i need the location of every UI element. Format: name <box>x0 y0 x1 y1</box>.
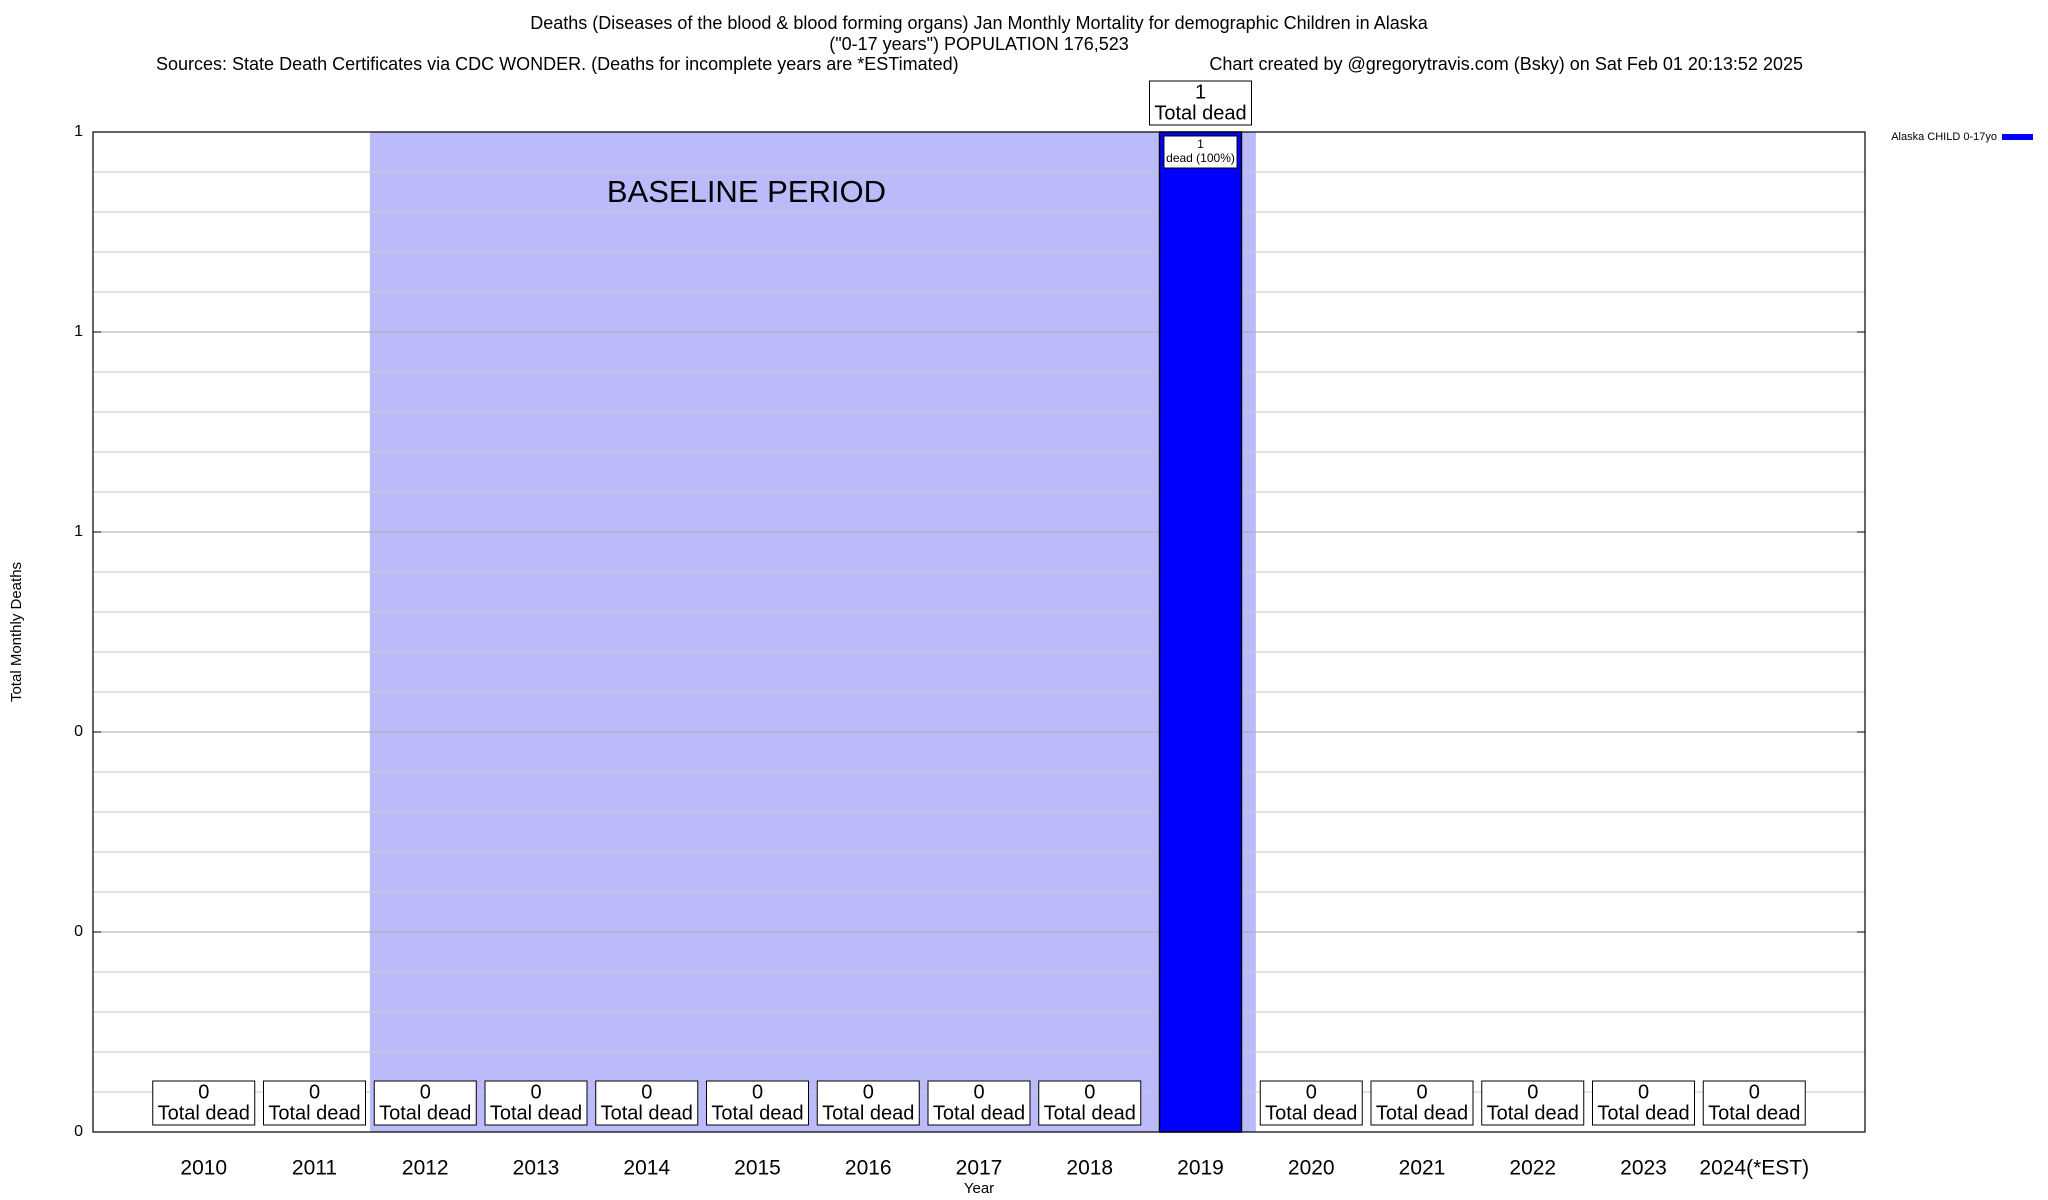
chart-credit: Chart created by @gregorytravis.com (Bsk… <box>1209 54 1803 74</box>
value-label-number: 0 <box>1084 1081 1095 1103</box>
value-label-number: 0 <box>752 1081 763 1103</box>
value-label-number: 0 <box>420 1081 431 1103</box>
value-label-box <box>1481 1080 1585 1126</box>
inner-label-text: dead (100%) <box>1166 151 1235 165</box>
value-label-text: Total dead <box>711 1102 803 1124</box>
value-label-number: 0 <box>641 1081 652 1103</box>
value-label-text: Total dead <box>1044 1102 1136 1124</box>
value-label-text: Total dead <box>1597 1102 1689 1124</box>
x-tick-label: 2023 <box>1620 1157 1667 1180</box>
y-tick-label: 0 <box>74 923 83 940</box>
chart-title: Deaths (Diseases of the blood & blood fo… <box>530 13 1428 33</box>
value-label-box <box>706 1080 809 1126</box>
value-label-box <box>373 1080 477 1126</box>
y-axis-label: Total Monthly Deaths <box>8 562 25 702</box>
value-label-box <box>595 1080 699 1126</box>
value-label-number: 0 <box>309 1081 320 1103</box>
value-label-text: Total dead <box>1487 1102 1579 1124</box>
value-label-number: 0 <box>1749 1081 1760 1103</box>
value-label-text: Total dead <box>158 1102 250 1124</box>
x-tick-label: 2015 <box>734 1157 781 1180</box>
value-label-box <box>484 1080 588 1126</box>
y-tick-label: 0 <box>74 1123 83 1140</box>
legend-swatch <box>2002 134 2033 140</box>
y-tick-label: 1 <box>74 323 83 340</box>
x-tick-label: 2010 <box>180 1157 227 1180</box>
x-tick-label: 2024(*EST) <box>1699 1157 1809 1180</box>
value-label-box <box>1259 1080 1363 1126</box>
value-label-number: 0 <box>863 1081 874 1103</box>
x-tick-label: 2014 <box>623 1157 670 1180</box>
inner-label-number: 1 <box>1197 137 1204 151</box>
chart-subtitle: ("0-17 years") POPULATION 176,523 <box>829 34 1129 54</box>
shaded-region-label: BASELINE PERIOD <box>607 174 886 209</box>
value-label-number: 0 <box>198 1081 209 1103</box>
value-label-text: Total dead <box>379 1102 471 1124</box>
value-label-box <box>1038 1080 1142 1126</box>
value-label-number: 0 <box>1638 1081 1649 1103</box>
value-label-text: Total dead <box>1265 1102 1357 1124</box>
bar <box>1158 131 1243 1133</box>
x-axis-label: Year <box>964 1180 994 1197</box>
value-label-text: Total dead <box>1376 1102 1468 1124</box>
value-label-number: 0 <box>1527 1081 1538 1103</box>
value-label-text: Total dead <box>490 1102 582 1124</box>
legend-label: Alaska CHILD 0-17yo <box>1891 131 1997 143</box>
value-label-text: Total dead <box>1708 1102 1800 1124</box>
x-tick-label: 2012 <box>402 1157 449 1180</box>
shaded-region <box>369 132 1256 1132</box>
x-tick-label: 2011 <box>292 1157 337 1180</box>
chart-source: Sources: State Death Certificates via CD… <box>156 54 959 74</box>
inner-label-box <box>1163 135 1238 169</box>
value-label-box <box>1592 1080 1695 1126</box>
y-tick-label: 1 <box>74 123 83 140</box>
y-tick-label: 1 <box>74 523 83 540</box>
value-label-box <box>927 1080 1031 1126</box>
value-label-number: 0 <box>1306 1081 1317 1103</box>
value-label-text: Total dead <box>601 1102 693 1124</box>
x-tick-label: 2013 <box>513 1157 560 1180</box>
x-tick-label: 2022 <box>1509 1157 1556 1180</box>
value-label-text: Total dead <box>933 1102 1025 1124</box>
x-tick-label: 2016 <box>845 1157 892 1180</box>
value-label-box <box>816 1080 920 1126</box>
x-tick-label: 2020 <box>1288 1157 1335 1180</box>
value-label-text: Total dead <box>1154 102 1246 124</box>
value-label-number: 0 <box>530 1081 541 1103</box>
x-tick-label: 2018 <box>1066 1157 1113 1180</box>
value-label-box <box>152 1080 256 1126</box>
x-tick-label: 2019 <box>1177 1157 1224 1180</box>
x-tick-label: 2017 <box>956 1157 1003 1180</box>
value-label-number: 1 <box>1195 81 1206 103</box>
value-label-box <box>263 1080 366 1126</box>
value-label-number: 0 <box>1416 1081 1427 1103</box>
value-label-box <box>1370 1080 1474 1126</box>
value-label-box <box>1702 1080 1806 1126</box>
value-label-box <box>1149 80 1252 126</box>
value-label-number: 0 <box>973 1081 984 1103</box>
y-tick-label: 0 <box>74 723 83 740</box>
value-label-text: Total dead <box>268 1102 360 1124</box>
x-tick-label: 2021 <box>1399 1157 1446 1180</box>
value-label-text: Total dead <box>822 1102 914 1124</box>
plot-frame <box>92 131 1866 1133</box>
